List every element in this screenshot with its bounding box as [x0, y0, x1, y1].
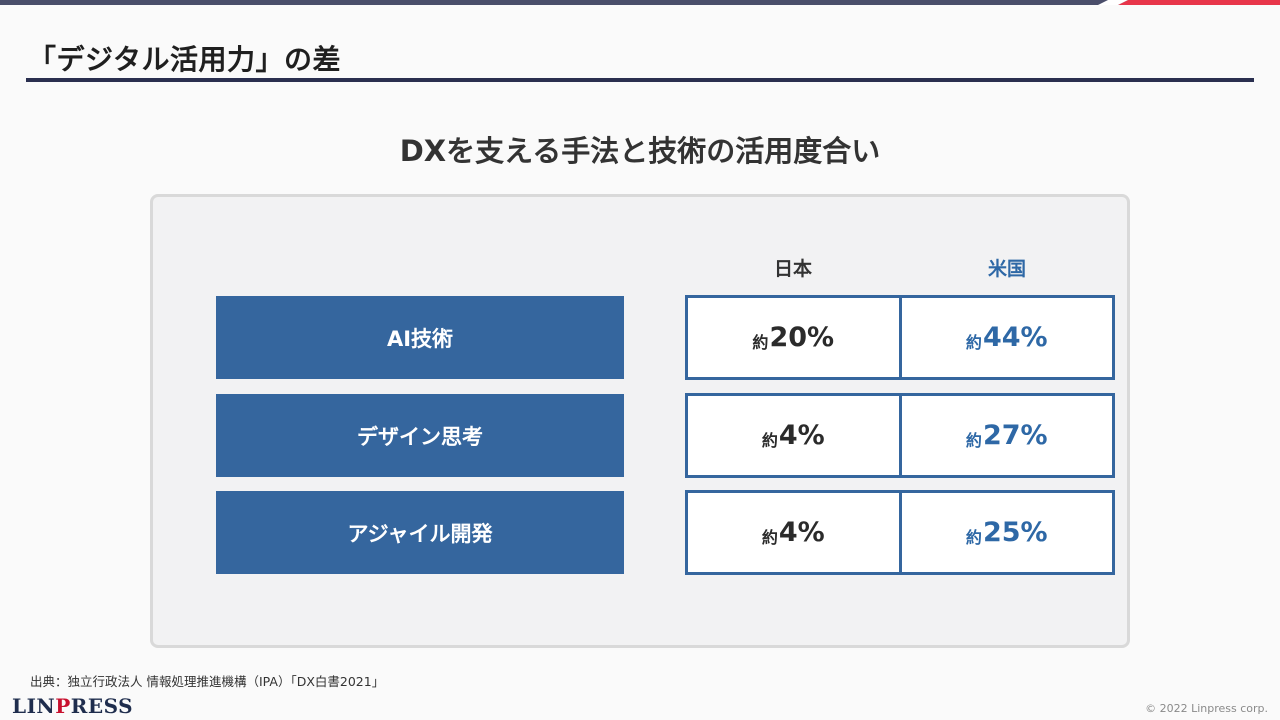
- approx-prefix: 約: [752, 332, 769, 352]
- percentage-value: 27%: [982, 420, 1048, 451]
- row-label-ai: AI技術: [216, 296, 624, 379]
- percentage-value: 4%: [778, 420, 825, 451]
- value-row-agile: 約 4% 約 25%: [685, 490, 1115, 575]
- top-accent-bar: [0, 0, 1280, 5]
- approx-prefix: 約: [761, 430, 778, 450]
- approx-prefix: 約: [965, 332, 982, 352]
- page-title: 「デジタル活用力」の差: [28, 43, 341, 76]
- row-label-design-thinking: デザイン思考: [216, 394, 624, 477]
- column-header-japan: 日本: [773, 258, 812, 280]
- value-row-ai: 約 20% 約 44%: [685, 295, 1115, 380]
- value-cell-japan: 約 20%: [688, 298, 899, 377]
- approx-prefix: 約: [965, 430, 982, 450]
- value-cell-usa: 約 27%: [898, 396, 1113, 475]
- value-cell-japan: 約 4%: [688, 396, 899, 475]
- value-row-design-thinking: 約 4% 約 27%: [685, 393, 1115, 478]
- approx-prefix: 約: [965, 527, 982, 547]
- value-cell-usa: 約 25%: [898, 493, 1113, 572]
- title-divider: [26, 78, 1254, 82]
- value-cell-usa: 約 44%: [898, 298, 1113, 377]
- section-subtitle: DXを支える手法と技術の活用度合い: [399, 134, 881, 168]
- column-header-usa: 米国: [987, 258, 1026, 280]
- percentage-value: 44%: [982, 322, 1048, 353]
- company-logo: LINPRESS: [12, 694, 134, 718]
- source-citation: 出典：独立行政法人 情報処理推進機構（IPA）「DX白書2021」: [30, 674, 385, 689]
- percentage-value: 20%: [769, 322, 835, 353]
- copyright-text: © 2022 Linpress corp.: [1145, 702, 1268, 715]
- percentage-value: 25%: [982, 517, 1048, 548]
- value-cell-japan: 約 4%: [688, 493, 899, 572]
- row-label-agile: アジャイル開発: [216, 491, 624, 574]
- approx-prefix: 約: [761, 527, 778, 547]
- percentage-value: 4%: [778, 517, 825, 548]
